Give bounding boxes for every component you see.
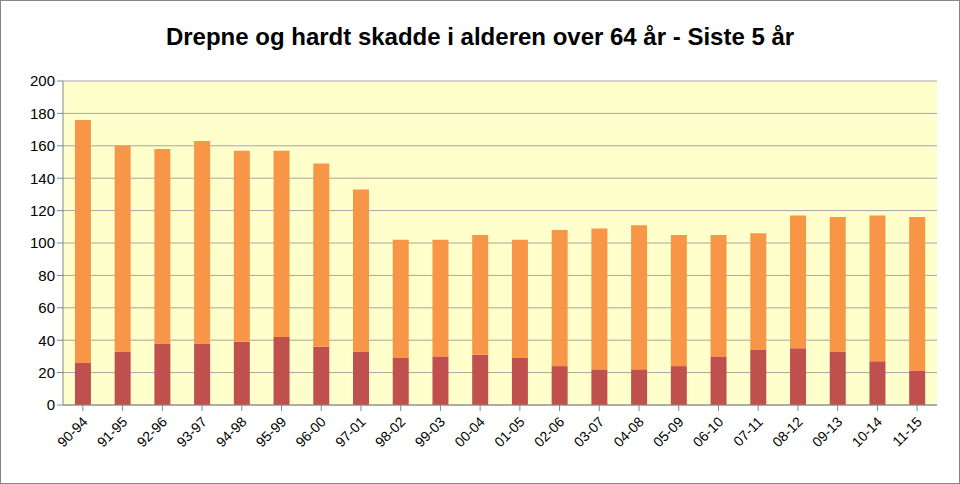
svg-text:91-95: 91-95 [94, 413, 131, 450]
svg-text:180: 180 [30, 105, 55, 122]
svg-text:120: 120 [30, 202, 55, 219]
html-text:Drepne og hardt skadde i alder: Drepne og hardt skadde i alderen over 64… [165, 23, 795, 50]
svg-text:80: 80 [38, 267, 55, 284]
svg-text:11-15: 11-15 [889, 413, 925, 449]
svg-text:92-96: 92-96 [133, 413, 170, 450]
svg-text:100: 100 [30, 234, 55, 251]
svg-text:98-02: 98-02 [372, 413, 409, 450]
svg-text:02-06: 02-06 [531, 413, 568, 450]
svg-text:95-99: 95-99 [253, 413, 290, 450]
svg-text:0: 0 [47, 396, 55, 413]
svg-text:94-98: 94-98 [213, 413, 250, 450]
svg-text:99-03: 99-03 [412, 413, 449, 450]
svg-text:140: 140 [30, 170, 55, 187]
svg-text:200: 200 [30, 72, 55, 89]
svg-text:01-05: 01-05 [491, 413, 528, 450]
svg-text:10-14: 10-14 [849, 413, 886, 450]
svg-text:40: 40 [38, 332, 55, 349]
svg-text:93-97: 93-97 [173, 413, 210, 450]
svg-text:160: 160 [30, 137, 55, 154]
svg-text:09-13: 09-13 [809, 413, 846, 450]
svg-text:04-08: 04-08 [610, 413, 647, 450]
svg-text:06-10: 06-10 [690, 413, 727, 450]
svg-text:05-09: 05-09 [650, 413, 687, 450]
svg-text:07-11: 07-11 [730, 413, 766, 449]
svg-text:97-01: 97-01 [332, 413, 369, 450]
svg-text:08-12: 08-12 [769, 413, 806, 450]
svg-text:03-07: 03-07 [570, 413, 607, 450]
svg-text:20: 20 [38, 364, 55, 381]
svg-text:90-94: 90-94 [54, 413, 91, 450]
svg-text:60: 60 [38, 299, 55, 316]
svg-text:00-04: 00-04 [451, 413, 488, 450]
svg-text:96-00: 96-00 [292, 413, 329, 450]
